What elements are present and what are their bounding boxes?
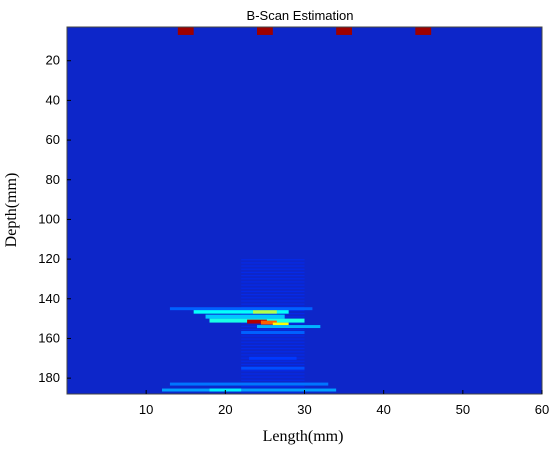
heatmap-markers [177,27,432,35]
stripe-line [241,338,305,340]
stripe-line [241,284,305,286]
y-tick-label: 140 [38,291,60,306]
stripe-line [241,281,305,283]
x-axis: 10 20 30 40 50 60 [139,390,549,417]
x-tick-label: 60 [535,402,549,417]
transducer-marker [177,27,194,35]
y-tick-label: 120 [38,251,60,266]
reflection-cell [169,307,313,311]
y-axis-label: Depth(mm) [3,173,20,248]
stripe-line [241,274,305,277]
stripe-line [241,386,305,388]
transducer-marker [415,27,432,35]
x-tick-label: 10 [139,402,153,417]
y-tick-label: 20 [46,53,60,68]
y-tick-label: 80 [46,172,60,187]
reflection-cell [249,356,297,360]
stripe-line [241,287,305,289]
x-axis-label: Length(mm) [263,428,344,445]
stripe-line [241,303,305,305]
reflection-cell [169,382,329,386]
stripe-line [241,344,305,347]
stripe-line [241,341,305,343]
stripe-line [241,351,305,353]
stripe-line [241,373,305,375]
reflection-cell [272,322,289,327]
x-tick-label: 30 [297,402,311,417]
stripe-line [241,347,305,350]
reflection-cell [253,309,277,314]
reflection-cell [162,388,337,392]
stripe-line [241,313,305,315]
reflection-cell [193,309,289,314]
y-tick-label: 100 [38,211,60,226]
stripe-line [241,262,305,264]
reflection-cell [241,366,305,370]
y-tick-label: 60 [46,132,60,147]
stripe-line [241,370,305,372]
stripe-line [241,376,305,378]
reflection-cell [241,331,305,334]
stripe-line [241,297,305,299]
stripe-line [241,300,305,302]
stripe-line [241,363,305,366]
reflection-cell [247,319,267,324]
y-axis: 20 40 60 80 100 120 140 160 180 [38,53,71,385]
stripe-line [241,335,305,337]
reflection-cell [205,314,285,319]
stripe-line [241,265,305,267]
x-tick-label: 20 [218,402,232,417]
stripe-line [241,259,305,261]
x-tick-label: 40 [376,402,390,417]
stripe-line [241,290,305,293]
plot-area [66,26,543,395]
stripe-line [241,268,305,270]
reflection-cell [257,325,321,329]
y-tick-label: 40 [46,92,60,107]
chart-title: B-Scan Estimation [247,8,354,23]
y-tick-label: 180 [38,370,60,385]
stripe-line [241,328,305,331]
y-tick-label: 160 [38,330,60,345]
stripe-line [241,354,305,356]
stripe-line [241,278,305,280]
stripe-line [241,271,305,273]
x-tick-label: 50 [456,402,470,417]
transducer-marker [336,27,352,35]
stripe-line [241,294,305,296]
stripe-line [241,379,305,381]
reflection-cell [260,320,277,325]
transducer-marker [257,27,273,35]
stripe-line [241,392,305,394]
stripe-line [241,360,305,362]
